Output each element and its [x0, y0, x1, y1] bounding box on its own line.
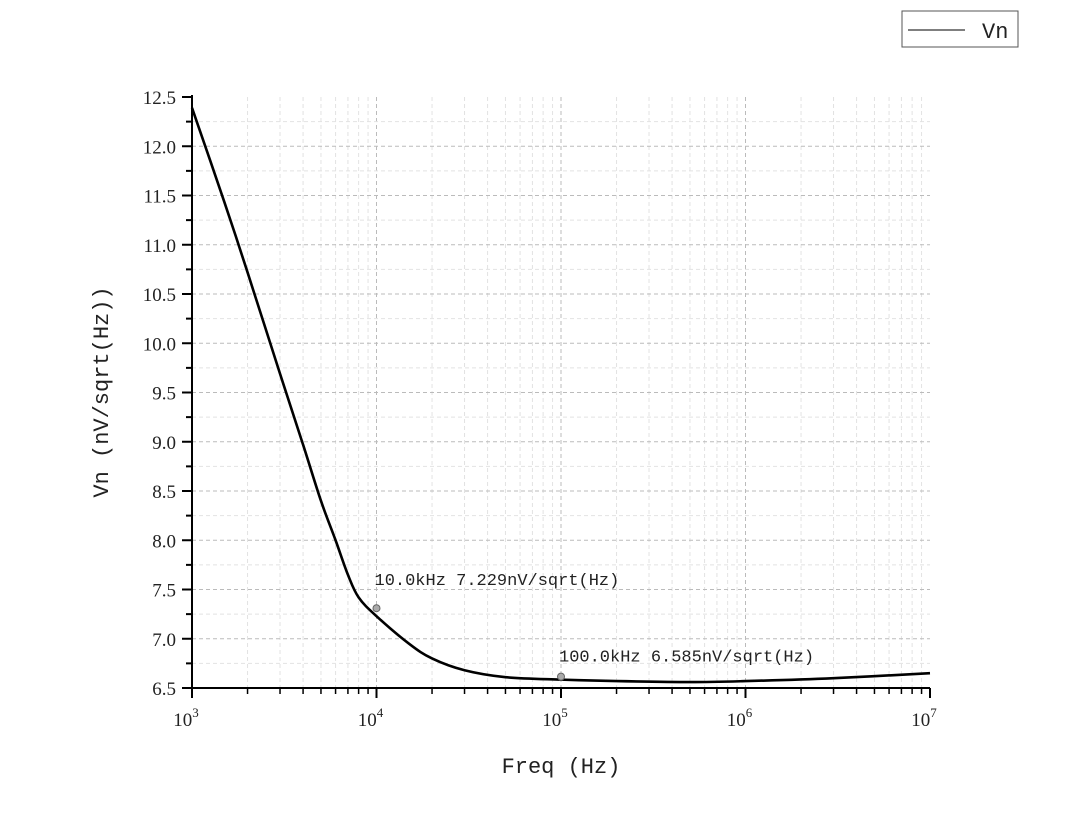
annotation-marker [557, 672, 565, 681]
grid [192, 97, 930, 688]
y-tick-label: 12.0 [143, 137, 176, 158]
y-tick-label: 8.5 [152, 482, 176, 503]
y-tick-labels: 6.5 7.0 7.5 8.0 8.5 9.0 9.5 10.0 10.5 11.0 11.5 12.… [143, 88, 176, 700]
x-axis-title: Freq (Hz) [502, 755, 621, 780]
y-axis-title: Vn (nV/sqrt(Hz)) [90, 286, 115, 497]
legend-box [901, 10, 1019, 48]
y-tick-label: 11.0 [143, 236, 176, 257]
y-tick-label: 6.5 [152, 679, 176, 700]
y-tick-label: 10.5 [143, 285, 176, 306]
series-line-vn [190, 107, 931, 684]
x-tick-label: 104 [358, 705, 384, 731]
annotation-label: 10.0kHz 7.229nV/sqrt(Hz) [375, 572, 620, 591]
annotation-marker [372, 604, 381, 613]
y-tick-label: 11.5 [143, 187, 176, 208]
annotation-label: 100.0kHz 6.585nV/sqrt(Hz) [559, 649, 814, 668]
x-tick-label: 106 [727, 705, 753, 731]
x-tick-label: 107 [911, 705, 937, 731]
legend-label-vn: Vn [982, 20, 1008, 45]
y-tick-label: 7.0 [152, 630, 176, 651]
y-tick-label: 10.0 [143, 334, 176, 355]
x-tick-label: 103 [173, 705, 199, 731]
x-tick-label: 105 [542, 705, 568, 731]
y-tick-label: 7.5 [152, 581, 176, 602]
y-tick-label: 8.0 [152, 531, 176, 552]
axes [182, 95, 931, 698]
y-tick-label: 9.0 [152, 433, 176, 454]
y-tick-label: 12.5 [143, 88, 176, 109]
x-tick-labels: 103 104 105 106 107 [173, 705, 937, 731]
y-tick-label: 9.5 [152, 384, 176, 405]
legend: Vn [901, 10, 1019, 48]
annotation-markers: 10.0kHz 7.229nV/sqrt(Hz) 100.0kHz 6.585nV… [372, 572, 814, 681]
